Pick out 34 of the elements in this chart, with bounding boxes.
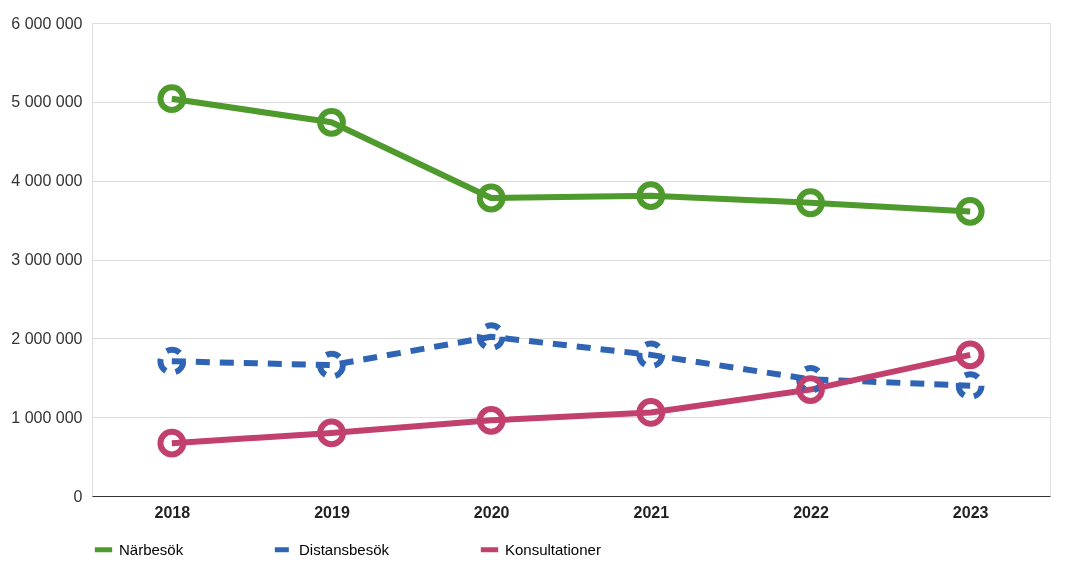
x-tick-label: 2022 xyxy=(793,503,829,521)
point xyxy=(636,398,666,427)
point xyxy=(796,364,825,394)
point xyxy=(955,340,985,370)
point xyxy=(796,375,825,404)
point xyxy=(796,188,825,218)
point xyxy=(955,197,985,226)
point xyxy=(636,340,666,370)
point xyxy=(317,350,346,380)
point xyxy=(157,346,187,376)
x-tick-label: 2023 xyxy=(952,503,989,521)
y-tick-label: 3 000 000 xyxy=(11,251,83,268)
point xyxy=(157,428,187,458)
point xyxy=(955,371,985,401)
y-tick-label: 5 000 000 xyxy=(11,93,83,111)
x-tick-label: 2018 xyxy=(154,503,191,521)
point xyxy=(157,84,187,114)
y-tick-label: 6 000 000 xyxy=(11,14,83,32)
x-tick-label: 2021 xyxy=(633,503,670,521)
legend-label: Närbesök xyxy=(119,540,184,558)
legend-label: Konsultationer xyxy=(505,540,601,558)
point xyxy=(476,405,506,435)
point xyxy=(636,181,666,211)
y-tick-label: 2 000 000 xyxy=(11,329,83,347)
point xyxy=(476,322,506,352)
point xyxy=(317,418,346,448)
y-tick-label: 0 xyxy=(73,487,83,505)
y-tick-label: 1 000 000 xyxy=(11,408,83,426)
y-tick-label: 4 000 000 xyxy=(11,172,83,190)
point xyxy=(476,183,506,213)
x-tick-label: 2020 xyxy=(473,503,510,521)
x-tick-label: 2019 xyxy=(314,503,350,521)
point xyxy=(317,107,346,137)
legend-label: Distansbesök xyxy=(299,540,390,558)
